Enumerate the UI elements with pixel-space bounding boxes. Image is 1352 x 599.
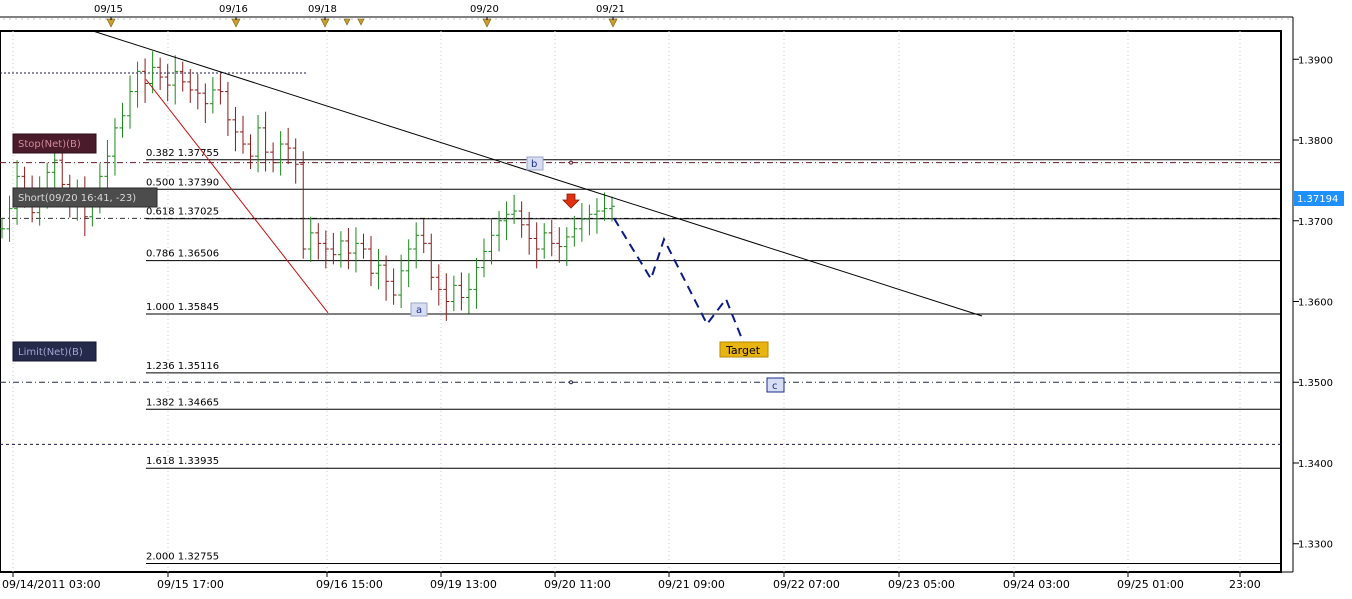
session-marker-icon [343,18,351,26]
session-marker-icon [106,18,116,28]
short-position-label: Short(09/20 16:41, -23) [18,193,136,204]
x-tick-label: 09/20 11:00 [544,578,611,591]
session-marker-label: 09/18 [308,4,337,15]
short-position-tag[interactable]: Short(09/20 16:41, -23) [12,187,158,208]
fib-level-label: 0.618 1.37025 [146,207,219,218]
svg-text:Target: Target [725,344,761,357]
x-tick-label: 09/15 17:00 [157,578,224,591]
session-marker-icon [608,18,618,28]
red-trendline [145,79,329,314]
y-tick-label: 1.3300 [1298,540,1333,551]
session-markers: 09/15 09/16 09/18 09/20 09/21 [3,4,1289,28]
fib-level-label: 1.618 1.33935 [146,456,219,467]
fib-level-label: 0.382 1.37755 [146,148,219,159]
x-tick-label: 09/21 09:00 [658,578,725,591]
x-tick-label: 09/19 13:00 [430,578,497,591]
x-tick-label: 09/14/2011 03:00 [2,578,101,591]
wave-b-label: b [526,156,544,171]
session-marker-label: 09/16 [219,4,248,15]
fib-level-label: 2.000 1.32755 [146,552,219,563]
session-marker-icon [320,18,330,28]
drawings [92,30,983,385]
session-marker-icon [231,18,241,28]
svg-text:c: c [772,381,778,392]
session-marker-icon [357,18,365,26]
session-marker-label: 09/15 [94,4,123,15]
fib-level-label: 1.236 1.35116 [146,361,219,372]
x-axis: 09/14/2011 03:00 09/15 17:00 09/16 15:00 09… [2,572,1261,591]
x-tick-label: 09/22 07:00 [773,578,840,591]
limit-order-tag[interactable]: Limit(Net)(B) [12,341,97,362]
stop-order-marker [569,160,573,165]
fib-level-label: 0.786 1.36506 [146,249,219,260]
plot-frame [0,30,1282,573]
y-axis: 1.3900 1.3800 1.3700 1.3600 1.3500 1.3400 1.33… [1293,55,1333,551]
y-tick-label: 1.3600 [1298,298,1333,309]
price-bars [0,51,615,321]
session-marker-label: 09/20 [470,4,499,15]
svg-text:b: b [531,159,537,170]
wave-c-label: c [766,377,785,393]
session-marker-icon [482,18,492,28]
fib-level-label: 1.000 1.35845 [146,302,219,313]
limit-order-marker [569,380,573,385]
elliott-projection [613,217,749,355]
fibonacci-levels: 0.382 1.37755 0.500 1.37390 0.618 1.37025 0… [146,148,1281,565]
x-tick-label: 23:00 [1229,578,1261,591]
y-tick-label: 1.3900 [1298,55,1333,66]
stop-order-tag[interactable]: Stop(Net)(B) [12,133,97,154]
x-tick-label: 09/24 03:00 [1003,578,1070,591]
x-tick-label: 09/16 15:00 [316,578,383,591]
limit-order-label: Limit(Net)(B) [18,347,83,358]
fib-level-label: 0.500 1.37390 [146,177,219,188]
target-label: Target [719,341,769,358]
y-tick-label: 1.3700 [1298,217,1333,228]
last-price-tag: 1.37194 [1294,191,1344,206]
svg-text:a: a [416,305,422,316]
trendline [92,30,983,317]
wave-a-label: a [410,302,428,317]
x-tick-label: 09/23 05:00 [888,578,955,591]
y-tick-label: 1.3400 [1298,459,1333,470]
y-tick-label: 1.3800 [1298,136,1333,147]
session-marker-label: 09/21 [596,4,625,15]
last-price-value: 1.37194 [1297,194,1338,205]
stop-order-label: Stop(Net)(B) [18,139,81,150]
fib-level-label: 1.382 1.34665 [146,397,219,408]
x-tick-label: 09/25 01:00 [1117,578,1184,591]
y-tick-label: 1.3500 [1298,378,1333,389]
sell-arrow-icon [562,193,580,209]
